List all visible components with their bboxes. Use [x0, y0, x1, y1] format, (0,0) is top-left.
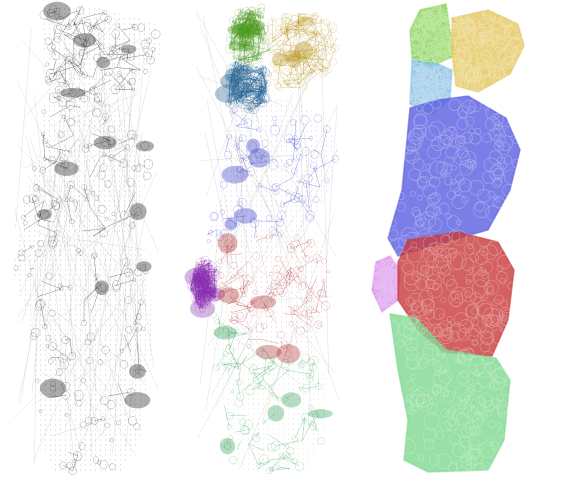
region-center-south: [216, 233, 332, 364]
region-south: [385, 313, 513, 475]
region-center: [387, 95, 521, 258]
region-center-south: [397, 230, 516, 357]
panel-raw-network: [13, 1, 161, 475]
region-west: [184, 255, 225, 318]
region-south: [210, 311, 333, 474]
region-center: [13, 94, 155, 271]
region-northeast: [267, 12, 341, 91]
region-northeast: [446, 5, 526, 98]
region-north-blue: [214, 59, 272, 115]
panel-partition-map: [364, 2, 526, 475]
region-northwest: [404, 2, 460, 67]
region-center: [206, 100, 339, 252]
panel-clustered-network: [184, 3, 341, 474]
region-south: [15, 244, 152, 475]
region-northwest: [195, 3, 340, 470]
region-north: [14, 1, 161, 470]
